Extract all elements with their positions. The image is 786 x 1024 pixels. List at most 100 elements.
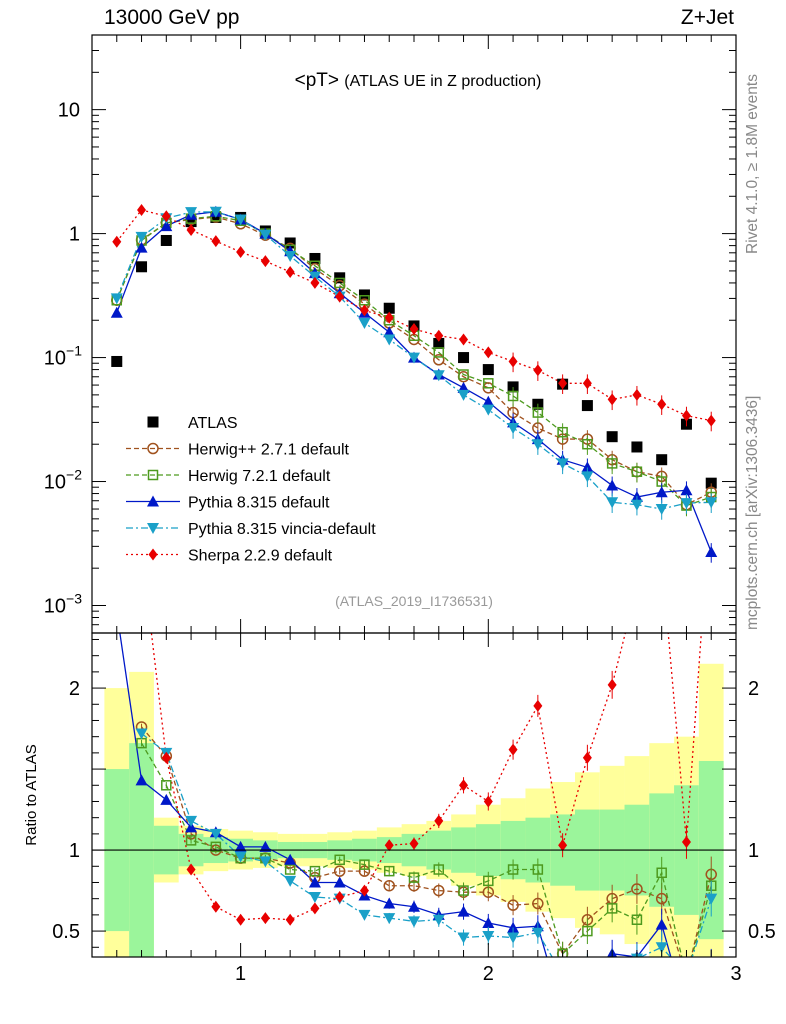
series-5-point	[161, 210, 171, 223]
ratio-series-1-point	[408, 872, 420, 883]
series-5-point	[657, 398, 667, 411]
legend-marker	[148, 548, 158, 561]
series-4-point	[705, 497, 718, 509]
ratio-series-2-point	[383, 897, 396, 909]
ratio-series-4-point	[236, 913, 246, 926]
ratio-y-tick-label-left: 2	[69, 678, 80, 700]
series-3-point	[135, 241, 148, 253]
series-1-point	[433, 354, 445, 366]
series-4-point	[630, 499, 643, 511]
series-0-point	[358, 289, 370, 301]
series-3-point	[482, 395, 495, 407]
ratio-series-1-point	[682, 972, 691, 981]
ratio-series-4-point	[409, 837, 419, 850]
series-0-point	[458, 352, 470, 364]
header-right-label: Z+Jet	[680, 6, 734, 29]
series-0-point	[656, 454, 668, 466]
series-2-point	[483, 378, 494, 389]
ratio-series-3-point	[705, 893, 718, 905]
series-4-point	[259, 229, 272, 241]
ratio-series-2-point	[259, 840, 272, 852]
series-5-point	[186, 223, 196, 236]
ratio-series-1-point	[161, 780, 172, 791]
ratio-series-1-point	[433, 864, 445, 875]
series-5-point	[359, 304, 369, 317]
ratio-series-1-point	[334, 854, 345, 866]
series-4-point	[358, 318, 371, 330]
ratio-series-1-point	[582, 925, 593, 937]
legend-label: Herwig++ 2.7.1 default	[188, 442, 350, 459]
series-5-point	[137, 204, 147, 217]
series-0-point	[433, 337, 445, 349]
ratio-series-0-point	[681, 971, 691, 981]
legend: ATLAS Herwig++ 2.7.1 default Herwig 7.2.1 …	[126, 415, 376, 565]
ratio-uncertainty-bands	[104, 663, 724, 957]
ratio-series-3-point	[680, 970, 692, 981]
ratio-series-3-point	[606, 958, 618, 969]
ratio-series-4-point	[582, 751, 592, 764]
series-4-point	[432, 370, 445, 382]
ratio-series-3-point	[482, 930, 495, 942]
series-4-point	[408, 352, 420, 364]
ratio-series-4-point	[607, 678, 617, 691]
series-0-point	[160, 234, 172, 246]
series-0-point	[507, 381, 519, 393]
series-5-point	[558, 377, 568, 390]
legend-marker	[147, 523, 159, 534]
ratio-series-2-point	[234, 840, 247, 852]
ratio-series-3-point	[358, 909, 371, 921]
series-4-point	[209, 206, 222, 218]
series-0-point	[482, 364, 494, 376]
legend-marker	[147, 469, 159, 481]
ratio-series-2-point	[507, 921, 520, 933]
main-y-tick-label-base: 10	[44, 348, 66, 370]
series-2-point	[433, 347, 445, 358]
ratio-series-4-point	[260, 912, 270, 925]
ratio-series-4-point	[657, 552, 666, 564]
ratio-y-tick-label-right: 0.5	[748, 921, 776, 943]
ratio-series-3-point	[507, 932, 520, 944]
main-y-tick-label: 10−1	[44, 343, 82, 370]
series-5-point	[508, 355, 518, 368]
ratio-series-2-point	[333, 876, 346, 888]
series-5-point	[434, 329, 444, 342]
ratio-series-2-point	[557, 1006, 569, 1017]
ratio-series-1-point	[532, 864, 544, 875]
ratio-series-3-point	[408, 916, 420, 928]
ratio-series-3-point	[284, 875, 297, 887]
ratio-series-1-point	[309, 865, 321, 877]
ratio-series-0-point	[532, 897, 544, 910]
ratio-y-axis-label: Ratio to ATLAS	[23, 744, 40, 845]
ratio-series-4-point	[681, 835, 691, 848]
ratio-series-4-point	[533, 699, 543, 712]
ratio-series-1-point	[557, 948, 568, 957]
series-4-point	[556, 458, 569, 470]
title-main: <pT>	[295, 70, 345, 91]
ratio-series-1-point	[210, 841, 222, 853]
ratio-series-2-point	[284, 853, 297, 865]
ratio-series-1-line	[140, 742, 712, 957]
x-tick-label: 2	[483, 963, 494, 985]
ratio-series-3-point	[457, 932, 470, 944]
ratio-series-3-point	[655, 942, 668, 954]
ratio-series-2-point	[482, 916, 495, 928]
main-y-tick-label: 1	[69, 224, 80, 246]
main-y-tick-label-exp: −3	[66, 590, 82, 606]
ratio-series-3-point	[135, 728, 148, 740]
main-y-tick-label: 10	[58, 100, 80, 122]
series-4-point	[482, 404, 495, 416]
series-2-point	[631, 466, 643, 477]
legend-marker	[147, 442, 159, 455]
ratio-series-1-point	[284, 864, 296, 875]
main-y-tick-label-exp: −1	[66, 343, 82, 359]
ratio-series-4-point	[483, 795, 493, 808]
ratio-series-3-point	[308, 892, 321, 904]
series-5-point	[533, 364, 543, 377]
ratio-series-markers	[135, 552, 718, 1017]
series-5-point	[681, 409, 691, 422]
ratio-series-1-point	[458, 885, 469, 896]
ratio-series-3-point	[185, 815, 198, 827]
ratio-series-0-point	[655, 892, 668, 905]
series-0-point	[185, 216, 197, 228]
ratio-series-3-point	[557, 970, 569, 981]
